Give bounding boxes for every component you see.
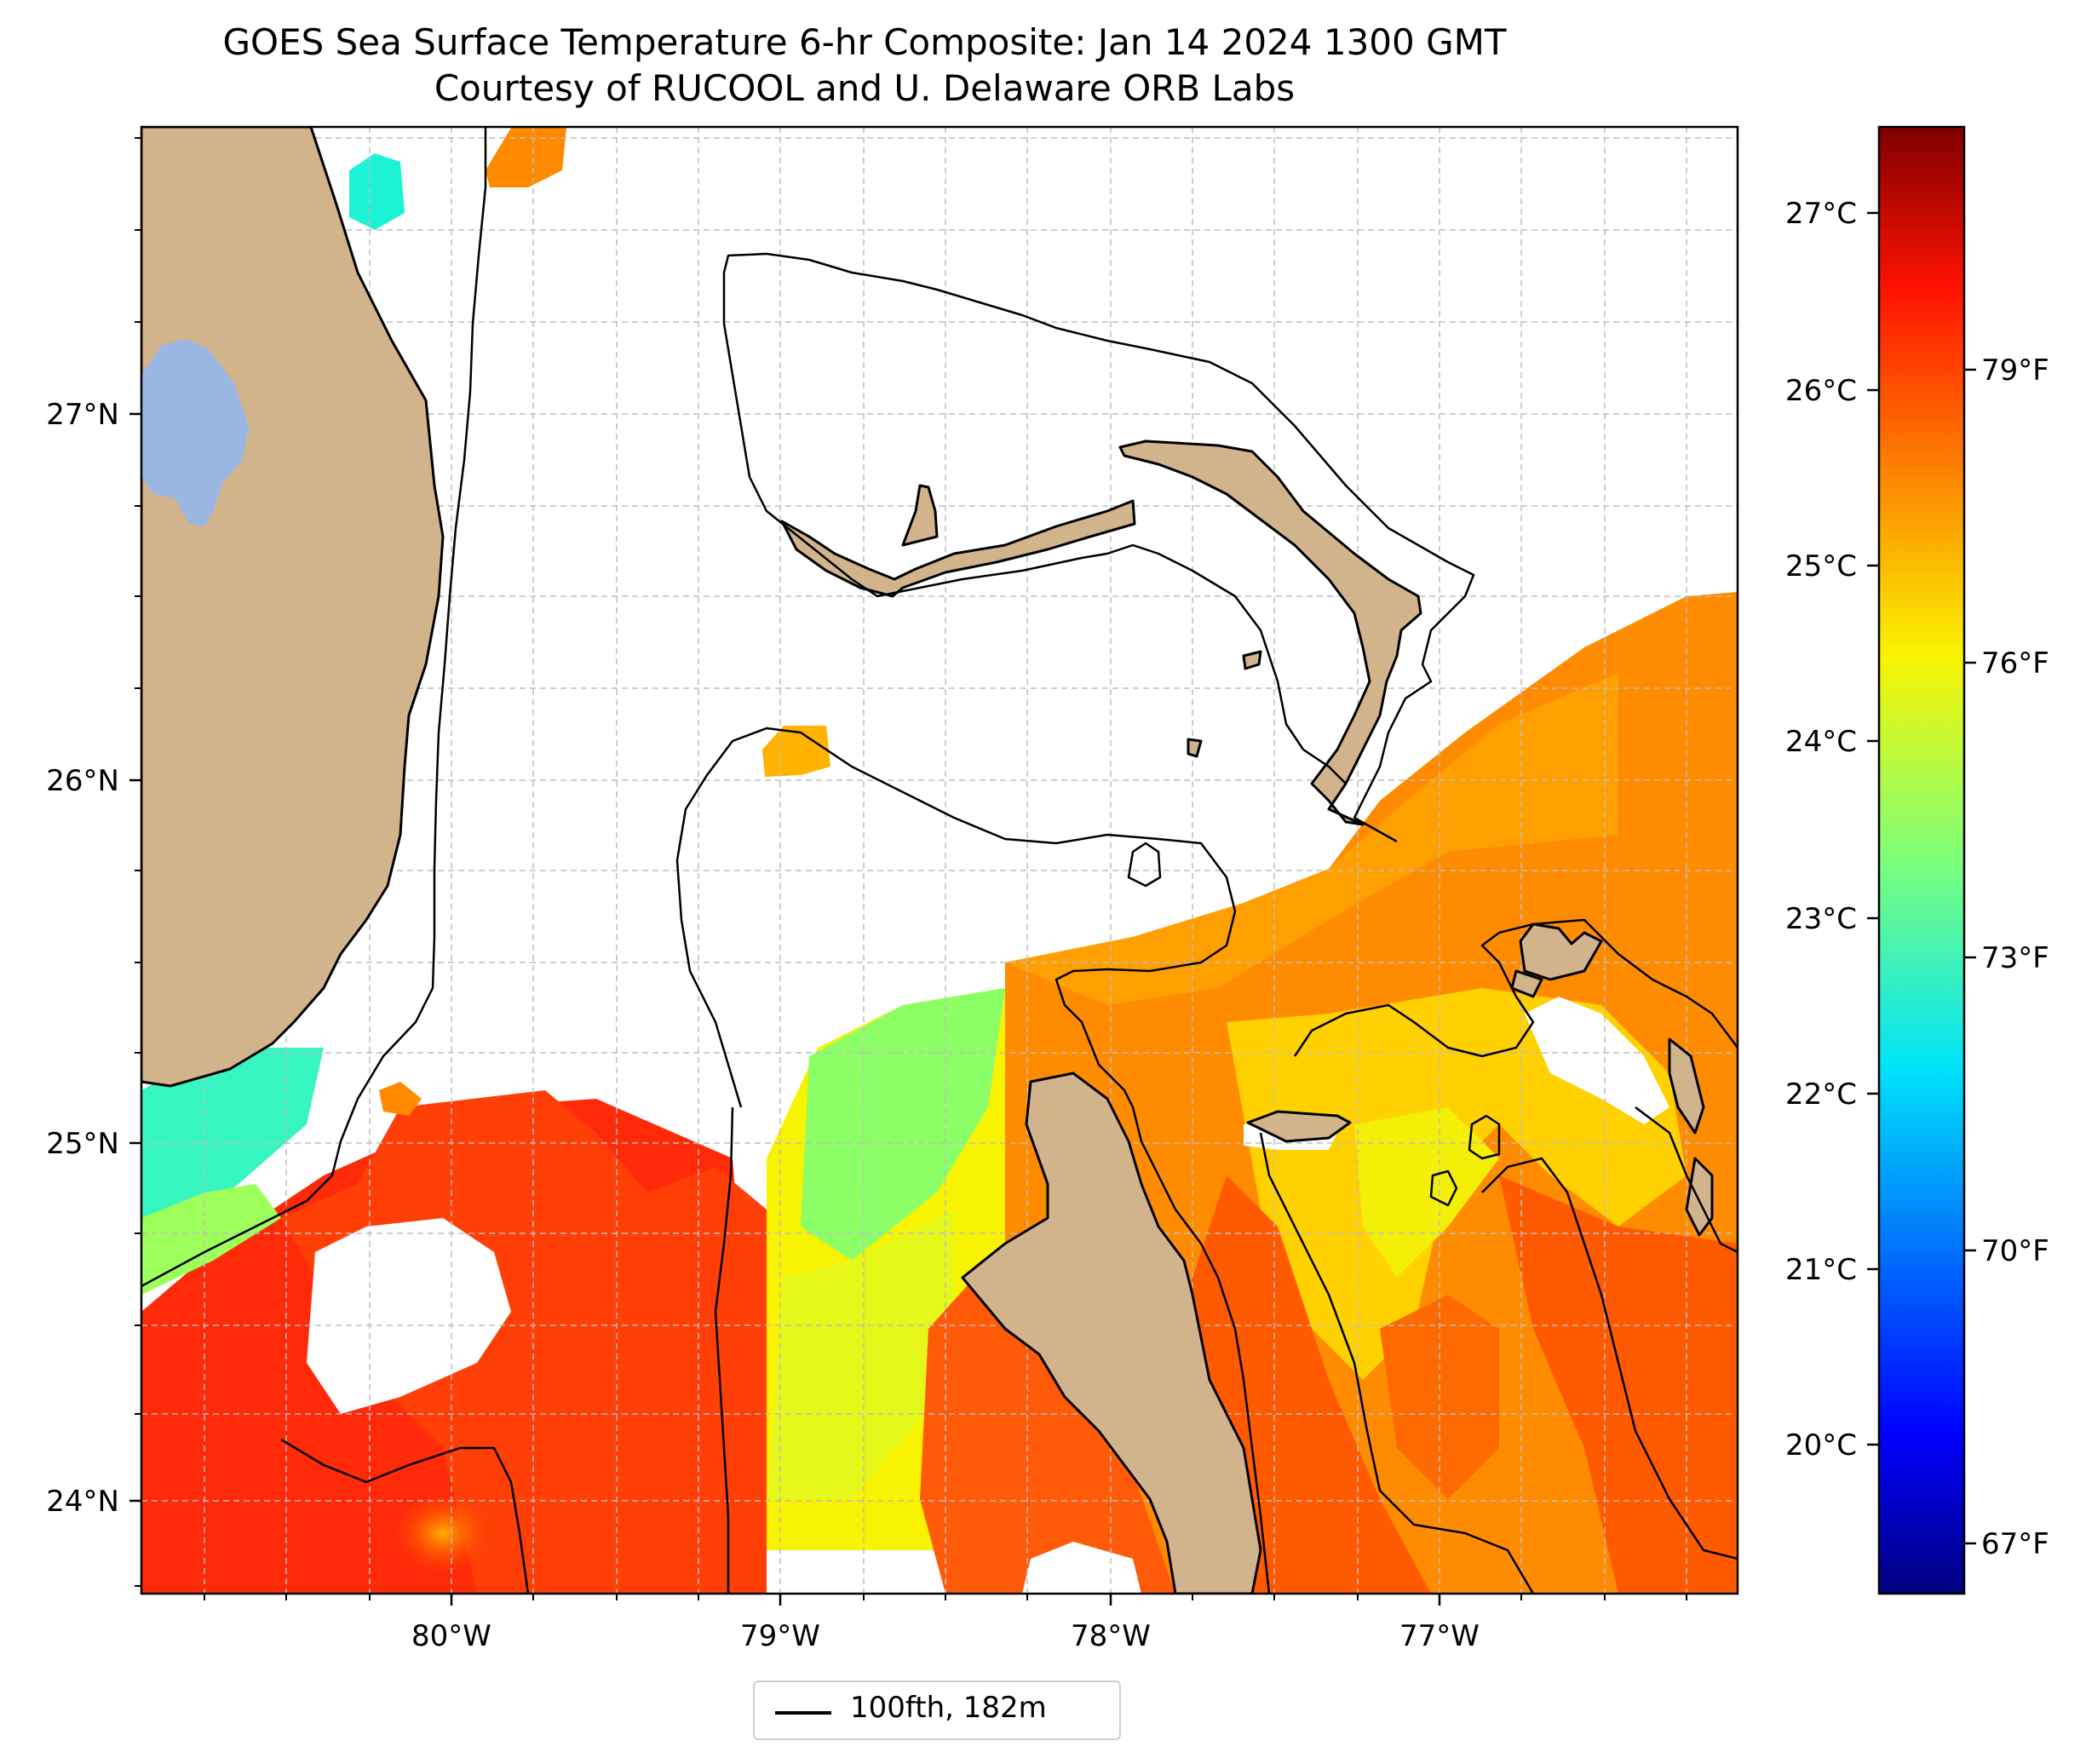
lat-label-25: 25°N (46, 1127, 119, 1161)
legend: 100fth, 182m (753, 1681, 1121, 1740)
legend-line-swatch (775, 1711, 831, 1715)
legend-label: 100fth, 182m (850, 1691, 1047, 1725)
map-title: GOES Sea Surface Temperature 6-hr Compos… (222, 21, 1507, 63)
lon-label-78w: 78°W (1071, 1619, 1151, 1653)
lon-label-80w: 80°W (411, 1619, 491, 1653)
colorbar-ticks (1867, 211, 1976, 1545)
lat-label-26: 26°N (46, 764, 119, 798)
lon-label-77w: 77°W (1399, 1619, 1480, 1653)
cb-fahrenheit-70: 70°F (1981, 1234, 2049, 1268)
grand-bahama-east (901, 484, 939, 547)
cb-fahrenheit-73: 73°F (1981, 941, 2049, 975)
lat-label-27: 27°N (46, 398, 119, 432)
cb-fahrenheit-79: 79°F (1981, 353, 2049, 388)
cb-celsius-20: 20°C (1785, 1428, 1857, 1462)
great-abaco (1118, 440, 1422, 826)
map-subtitle: Courtesy of RUCOOL and U. Delaware ORB L… (434, 67, 1296, 109)
cb-fahrenheit-76: 76°F (1981, 646, 2049, 681)
andros-island (961, 1072, 1262, 1594)
cb-celsius-23: 23°C (1785, 902, 1857, 936)
isobath-100fth (141, 127, 1738, 1594)
cb-celsius-21: 21°C (1785, 1253, 1857, 1287)
lat-label-24: 24°N (46, 1485, 119, 1519)
cb-celsius-25: 25°C (1785, 549, 1857, 583)
lon-label-79w: 79°W (740, 1619, 820, 1653)
cb-fahrenheit-67: 67°F (1981, 1527, 2049, 1561)
colorbar (1877, 125, 1966, 1595)
lake-okeechobee (141, 339, 249, 526)
cb-celsius-26: 26°C (1785, 374, 1857, 408)
cb-celsius-22: 22°C (1785, 1077, 1857, 1112)
eleuthera (1519, 922, 1603, 981)
map-area (141, 127, 1738, 1594)
new-providence (1246, 1110, 1352, 1143)
map-frame (140, 125, 1739, 1595)
land (141, 127, 1714, 1594)
cb-celsius-27: 27°C (1785, 197, 1857, 231)
grand-bahama (780, 499, 1136, 598)
cb-celsius-24: 24°C (1785, 725, 1857, 759)
